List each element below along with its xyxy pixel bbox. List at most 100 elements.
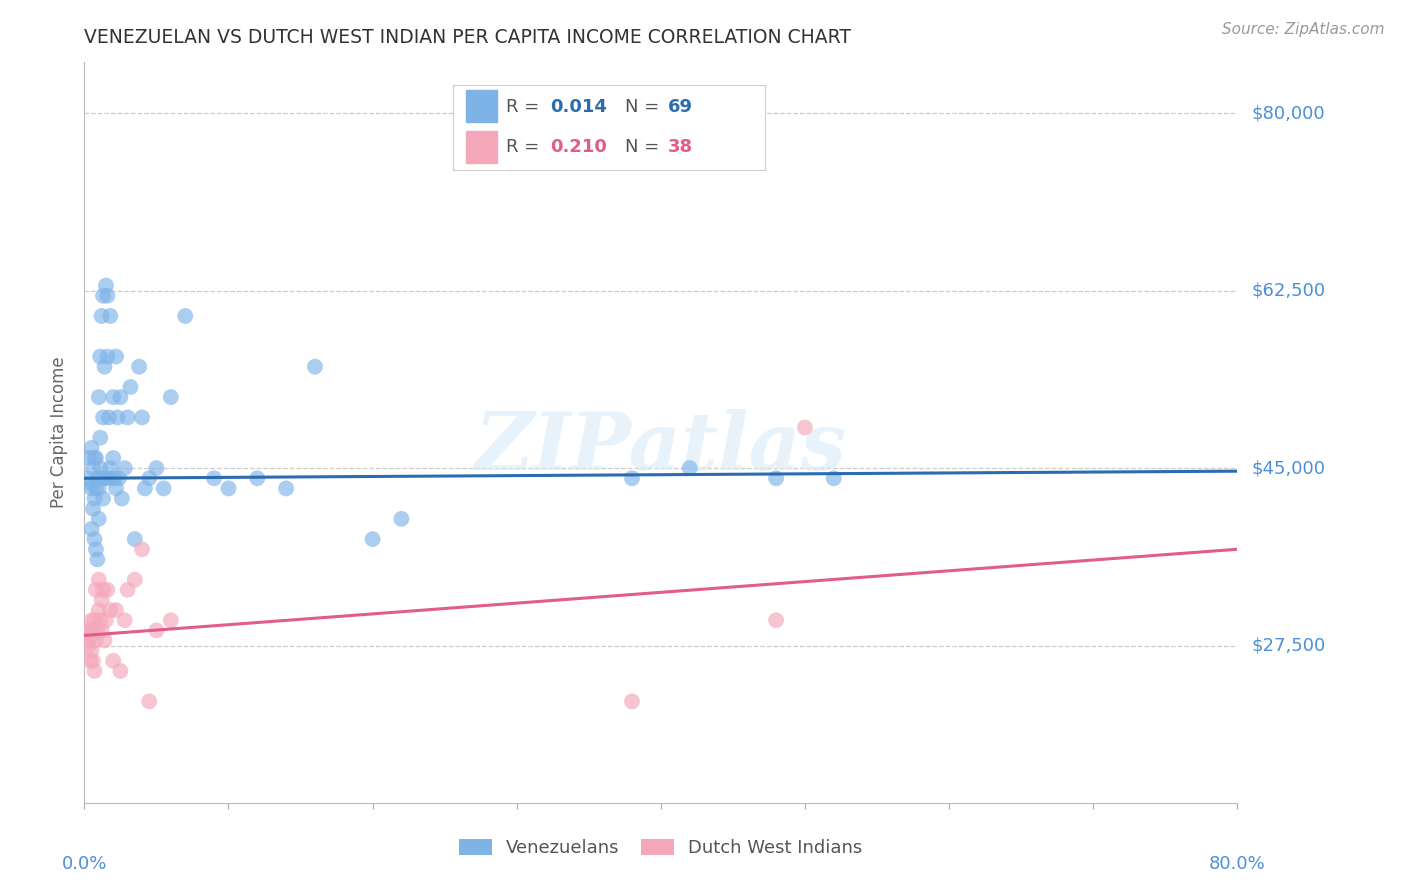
Point — [107, 410, 129, 425]
Point — [83, 613, 105, 627]
Point — [94, 613, 117, 627]
Point — [128, 359, 150, 374]
Point — [124, 573, 146, 587]
Point — [87, 603, 110, 617]
Point — [83, 532, 105, 546]
Point — [138, 471, 160, 485]
Point — [276, 482, 298, 496]
Point — [96, 582, 118, 597]
Point — [84, 633, 107, 648]
Point — [117, 410, 139, 425]
Point — [84, 542, 107, 557]
Point — [89, 431, 111, 445]
Point — [79, 654, 101, 668]
Text: $62,500: $62,500 — [1251, 282, 1326, 300]
Point — [160, 613, 183, 627]
Point — [89, 461, 111, 475]
Point — [77, 624, 100, 638]
Point — [246, 471, 269, 485]
Point — [94, 278, 117, 293]
Point — [131, 410, 153, 425]
Point — [361, 532, 384, 546]
Point — [100, 471, 122, 485]
Point — [91, 289, 114, 303]
Point — [90, 593, 112, 607]
Point — [124, 532, 146, 546]
Text: $45,000: $45,000 — [1251, 459, 1326, 477]
Point — [174, 309, 197, 323]
Point — [111, 491, 134, 506]
Point — [104, 471, 127, 485]
Point — [105, 603, 128, 617]
Point — [84, 450, 107, 465]
Text: Source: ZipAtlas.com: Source: ZipAtlas.com — [1222, 22, 1385, 37]
Point — [80, 613, 103, 627]
Point — [80, 522, 103, 536]
Point — [794, 420, 817, 434]
Point — [80, 643, 103, 657]
Point — [83, 664, 105, 678]
Point — [105, 350, 128, 364]
Point — [765, 471, 787, 485]
Point — [145, 624, 167, 638]
Point — [89, 350, 111, 364]
Text: $27,500: $27,500 — [1251, 637, 1326, 655]
Point — [91, 410, 114, 425]
Point — [79, 624, 101, 638]
Point — [80, 441, 103, 455]
Point — [103, 390, 124, 404]
Point — [823, 471, 845, 485]
Text: 80.0%: 80.0% — [1209, 855, 1265, 872]
Point — [90, 309, 112, 323]
Point — [87, 390, 110, 404]
Point — [82, 501, 104, 516]
Point — [93, 359, 115, 374]
Legend: Venezuelans, Dutch West Indians: Venezuelans, Dutch West Indians — [451, 831, 870, 864]
Point — [202, 471, 225, 485]
Point — [621, 471, 644, 485]
Text: VENEZUELAN VS DUTCH WEST INDIAN PER CAPITA INCOME CORRELATION CHART: VENEZUELAN VS DUTCH WEST INDIAN PER CAPI… — [84, 28, 852, 47]
Point — [117, 582, 139, 597]
Point — [90, 624, 112, 638]
Point — [108, 471, 131, 485]
Point — [103, 654, 124, 668]
Point — [87, 512, 110, 526]
Point — [105, 482, 128, 496]
Point — [145, 461, 167, 475]
Text: ZIPatlas: ZIPatlas — [475, 409, 846, 486]
Point — [87, 573, 110, 587]
Point — [97, 410, 120, 425]
Point — [304, 359, 326, 374]
Text: 0.0%: 0.0% — [62, 855, 107, 872]
Point — [86, 624, 108, 638]
Point — [91, 491, 114, 506]
Point — [96, 350, 118, 364]
Point — [94, 471, 117, 485]
Point — [79, 476, 101, 491]
Point — [83, 491, 105, 506]
Point — [152, 482, 174, 496]
Point — [91, 582, 114, 597]
Point — [98, 309, 121, 323]
Text: $80,000: $80,000 — [1251, 104, 1324, 122]
Point — [110, 390, 132, 404]
Y-axis label: Per Capita Income: Per Capita Income — [51, 357, 69, 508]
Point — [82, 461, 104, 475]
Point — [621, 694, 644, 708]
Point — [82, 654, 104, 668]
Point — [103, 450, 124, 465]
Point — [110, 664, 132, 678]
Point — [765, 613, 787, 627]
Point — [76, 471, 98, 485]
Point — [120, 380, 142, 394]
Point — [391, 512, 413, 526]
Point — [160, 390, 183, 404]
Point — [87, 482, 110, 496]
Point — [114, 461, 136, 475]
Point — [84, 482, 107, 496]
Point — [76, 633, 98, 648]
Point — [218, 482, 240, 496]
Point — [134, 482, 156, 496]
Point — [89, 613, 111, 627]
Point — [80, 482, 103, 496]
